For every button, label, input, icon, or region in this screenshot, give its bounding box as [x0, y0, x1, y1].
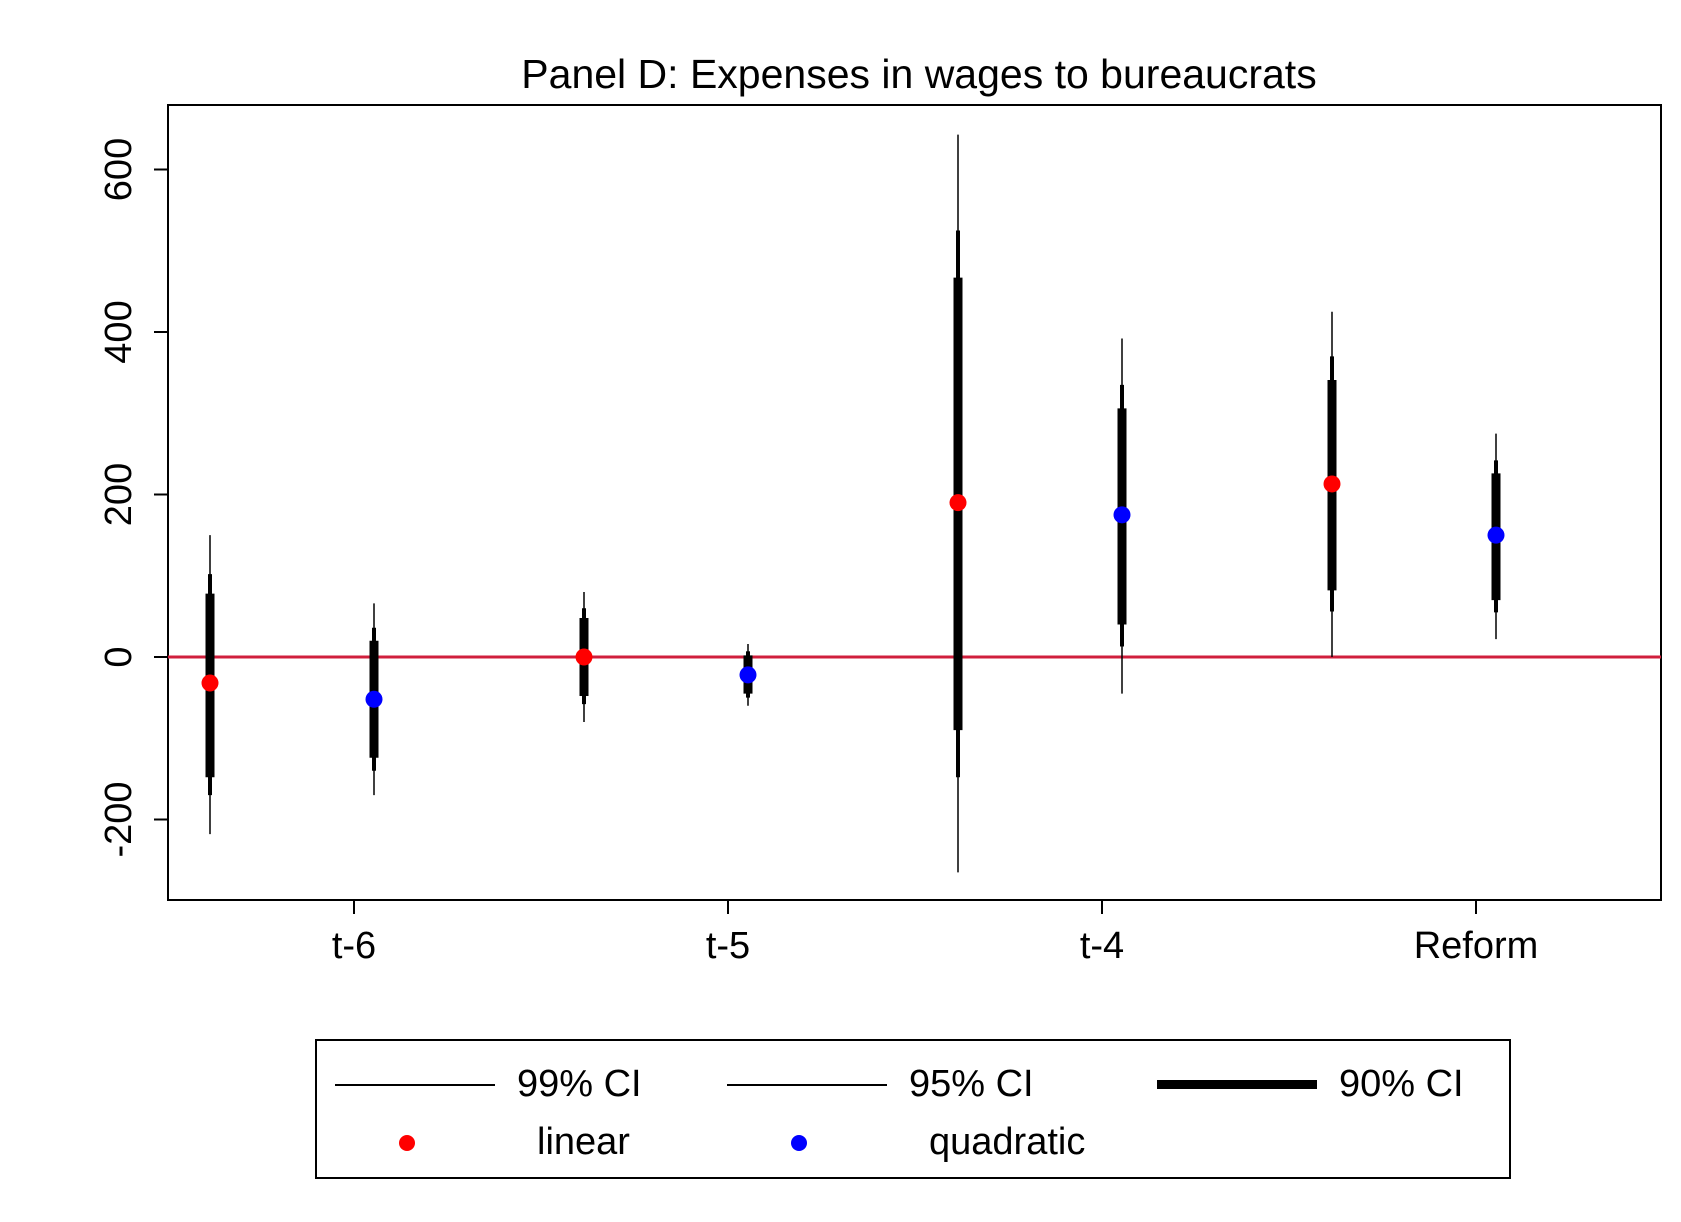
quadratic-estimate-point [1487, 526, 1505, 544]
legend-label-ci99: 99% CI [517, 1063, 642, 1105]
legend-item-ci99: 99% CI [335, 1063, 642, 1106]
legend-dot-linear [399, 1134, 415, 1151]
legend-label-quadratic: quadratic [929, 1121, 1086, 1163]
linear-estimate-point [575, 648, 593, 666]
x-tick-label: t-5 [706, 925, 750, 967]
quadratic-estimate-point [365, 690, 383, 708]
legend-item-ci95: 95% CI [727, 1063, 1034, 1106]
y-tick-label: 600 [98, 138, 140, 201]
y-tick-label: 200 [98, 463, 140, 526]
linear-estimate-point [201, 674, 219, 692]
legend-label-ci95: 95% CI [909, 1063, 1034, 1105]
x-tick-label: Reform [1414, 925, 1539, 967]
linear-estimate-point [1323, 475, 1341, 493]
legend: 99% CI 95% CI 90% CI linear quadratic [315, 1039, 1511, 1179]
quadratic-estimate-point [1113, 506, 1131, 524]
legend-item-quadratic: quadratic [709, 1121, 1085, 1164]
plot-area: -200 0 200 400 600 t-6 t-5 t-4 Reform [98, 104, 1662, 967]
y-tick-label: 400 [98, 300, 140, 363]
legend-swatch-ci99 [335, 1083, 495, 1086]
legend-dot-quadratic [791, 1134, 807, 1151]
y-tick-label: 0 [98, 646, 140, 667]
linear-estimate-point [949, 494, 967, 512]
legend-label-linear: linear [537, 1121, 630, 1163]
plot-frame [167, 104, 1662, 901]
legend-swatch-ci95 [727, 1083, 887, 1086]
legend-item-ci90: 90% CI [1157, 1063, 1464, 1106]
legend-label-ci90: 90% CI [1339, 1063, 1464, 1105]
y-tick-label: -200 [98, 781, 140, 857]
legend-swatch-ci90 [1157, 1080, 1317, 1089]
legend-item-linear: linear [317, 1121, 630, 1164]
chart-figure: Panel D: Expenses in wages to bureaucrat… [98, 51, 1662, 967]
x-tick-label: t-6 [332, 925, 376, 967]
chart-title: Panel D: Expenses in wages to bureaucrat… [521, 51, 1316, 97]
quadratic-estimate-point [739, 666, 757, 684]
x-tick-label: t-4 [1080, 925, 1124, 967]
